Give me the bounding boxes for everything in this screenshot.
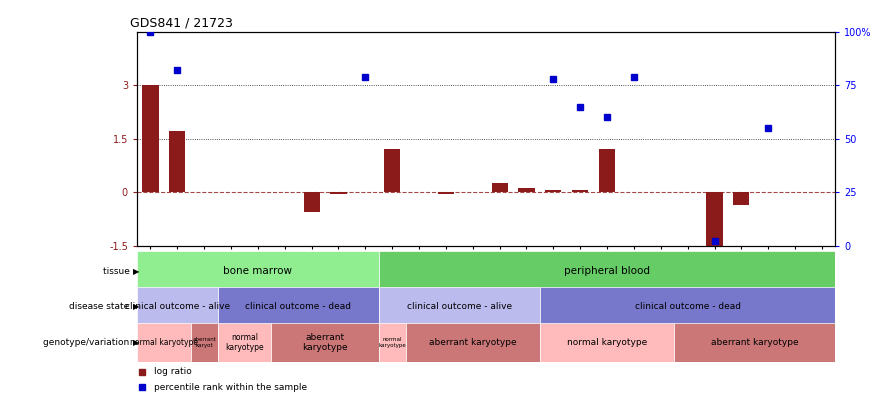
Text: GDS841 / 21723: GDS841 / 21723 (130, 16, 232, 29)
Bar (217, 323, 271, 362)
Bar (734, 192, 750, 204)
Text: disease state: disease state (70, 303, 133, 311)
Bar (169, 131, 186, 192)
Text: aberrant
karyot: aberrant karyot (192, 337, 216, 348)
Bar (378, 323, 406, 362)
Bar (385, 149, 400, 192)
Bar (137, 323, 191, 362)
Text: aberrant
karyotype: aberrant karyotype (302, 333, 347, 352)
Text: clinical outcome - dead: clinical outcome - dead (635, 303, 741, 311)
Text: normal karyotype: normal karyotype (567, 338, 647, 347)
Bar (331, 192, 347, 194)
Bar (137, 251, 378, 291)
Bar (406, 323, 540, 362)
Bar (674, 323, 835, 362)
Bar (545, 190, 561, 192)
Text: percentile rank within the sample: percentile rank within the sample (154, 383, 307, 392)
Bar (217, 287, 378, 327)
Bar (492, 183, 507, 192)
Bar (191, 323, 217, 362)
Text: clinical outcome - alive: clinical outcome - alive (407, 303, 512, 311)
Bar (572, 190, 588, 192)
Bar (540, 287, 835, 327)
Text: normal karyotype: normal karyotype (130, 338, 198, 347)
Text: normal
karyotype: normal karyotype (378, 337, 406, 348)
Text: ▶: ▶ (133, 338, 139, 347)
Text: bone marrow: bone marrow (224, 266, 293, 276)
Bar (518, 188, 535, 192)
Text: aberrant karyotype: aberrant karyotype (711, 338, 798, 347)
Bar (599, 149, 615, 192)
Text: genotype/variation: genotype/variation (43, 338, 133, 347)
Bar (271, 323, 378, 362)
Text: aberrant karyotype: aberrant karyotype (429, 338, 516, 347)
Text: clinical outcome - dead: clinical outcome - dead (245, 303, 351, 311)
Bar (438, 192, 454, 194)
Bar (142, 85, 158, 192)
Text: clinical outcome - alive: clinical outcome - alive (125, 303, 230, 311)
Text: tissue: tissue (103, 267, 133, 276)
Text: peripheral blood: peripheral blood (564, 266, 650, 276)
Bar (706, 192, 722, 249)
Text: log ratio: log ratio (154, 367, 192, 376)
Bar (303, 192, 320, 211)
Bar (378, 251, 835, 291)
Text: normal
karyotype: normal karyotype (225, 333, 263, 352)
Bar (540, 323, 674, 362)
Text: ▶: ▶ (133, 303, 139, 311)
Bar (137, 287, 217, 327)
Bar (378, 287, 540, 327)
Text: ▶: ▶ (133, 267, 139, 276)
